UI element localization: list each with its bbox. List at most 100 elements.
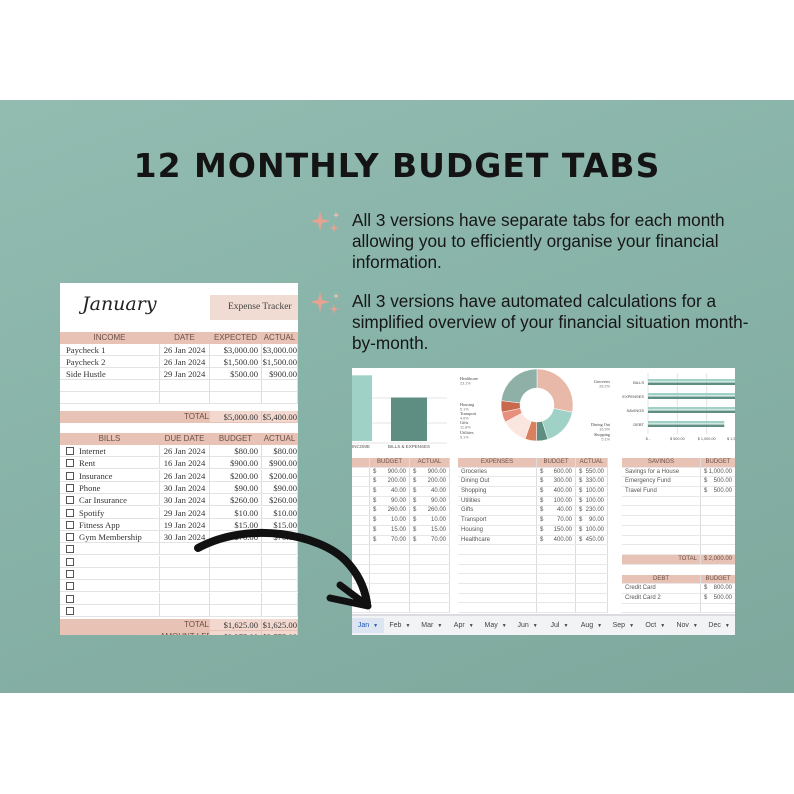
bill-row [60,543,298,556]
cell: BUDGET [537,458,576,467]
cell: $40.00 [410,487,450,496]
bill-row: Car Insurance 30 Jan 2024 $260.00 $260.00 [60,494,298,507]
cell [458,583,537,593]
empty-row [352,554,450,565]
checkbox[interactable] [66,545,74,554]
cell: $200.00 [410,477,450,487]
bill-row: $900.00 $900.00 [352,467,450,478]
donut-pct: 5.1% [460,408,469,412]
cell-1 [160,380,210,392]
cell-text: Dining Out [461,478,490,485]
cell-text: 70.00 [390,536,406,543]
cell-3: $70.00 [262,531,298,544]
cell [537,593,576,603]
cell-3 [262,380,298,392]
checkbox[interactable] [66,557,74,566]
cell-text: 150.00 [553,526,572,533]
checkbox[interactable] [66,533,74,542]
currency: $ [413,497,417,504]
tab-jul[interactable]: Jul ▼ [544,618,576,633]
cell [458,574,537,583]
empty-row [622,506,735,517]
donut-pct: 23.1% [460,382,471,386]
checkbox[interactable] [66,570,74,578]
checkbox[interactable] [66,483,74,492]
donut-label: Utilities [460,430,474,435]
tab-apr[interactable]: Apr ▼ [448,618,480,633]
donut-pct: 11.8% [460,426,471,430]
cell-text: $900.00 [269,458,297,469]
caret-down-icon: ▼ [405,623,411,629]
donut-pct: 4.6% [460,417,469,421]
cell-text: TOTAL [678,555,697,562]
checkbox[interactable] [66,471,74,480]
caret-down-icon: ▼ [468,623,474,629]
cell [410,554,450,564]
caret-down-icon: ▼ [629,623,635,629]
checkbox[interactable] [66,447,74,455]
tab-oct[interactable]: Oct ▼ [639,618,671,633]
cell-text: AMOUNT LEFT [160,632,209,635]
cell-3: $3,000.00 [262,344,298,356]
cell: $70.00 [537,516,576,525]
cell-text: $10.00 [273,507,297,518]
checkbox[interactable] [66,520,74,529]
cell [352,487,370,496]
tab-label: Jun [517,622,529,629]
cell-3 [262,604,298,617]
cell-text: 90.00 [588,517,604,524]
checkbox[interactable] [66,594,74,603]
tab-jan[interactable]: Jan ▼ [352,618,384,633]
tab-mar[interactable]: Mar ▼ [416,618,448,633]
tab-dec[interactable]: Dec ▼ [703,618,735,633]
cell: $100.00 [576,496,608,506]
cell-1: TOTAL [160,619,210,632]
cell-text: 260.00 [427,507,446,514]
empty-row [622,545,735,555]
cell [622,496,701,506]
cell [410,603,450,612]
checkbox[interactable] [66,606,74,615]
checkbox[interactable] [66,496,74,505]
tab-jun[interactable]: Jun ▼ [512,618,544,633]
tab-feb[interactable]: Feb ▼ [384,618,416,633]
checkbox[interactable] [66,459,74,468]
currency: $ [373,507,377,514]
cell [352,574,370,583]
cell-3: $10.00 [262,506,298,519]
bill-row: Fitness App 19 Jan 2024 $15.00 $15.00 [60,518,298,531]
tab-sep[interactable]: Sep ▼ [607,618,639,633]
savings-table: SAVINGS BUDGET Savings for a House $1,000.0… [622,458,735,614]
currency: $ [704,594,708,601]
cell-text: Spotify [79,507,105,518]
caret-down-icon: ▼ [692,623,698,629]
bill-row: Insurance 26 Jan 2024 $200.00 $200.00 [60,469,298,482]
checkbox[interactable] [66,508,74,517]
cell: BUDGET [701,458,735,467]
checkbox[interactable] [66,582,74,591]
cell-1: 19 Jan 2024 [160,518,210,531]
currency: $ [579,468,583,475]
debt-header: DEBT BUDGET [622,574,735,585]
hbar-tick: $ - [646,437,651,441]
cell [352,554,370,564]
cell-1 [160,392,210,404]
caret-down-icon: ▼ [437,623,443,629]
tab-nov[interactable]: Nov ▼ [671,618,703,633]
income-total-row: TOTAL $5,000.00 $5,400.00 [60,411,298,423]
savings-header: SAVINGS BUDGET [622,458,735,468]
cell-text: $70.00 [273,532,297,543]
empty-row [458,603,608,613]
cell-text: $80.00 [273,446,297,456]
cell [458,603,537,612]
cell: EXPENSES [458,458,537,467]
bills-header: BILLS DUE DATE BUDGET ACTUAL [60,433,298,445]
cell-text: $5,000.00 [223,412,258,422]
hbar-budget [648,407,735,410]
tab-may[interactable]: May ▼ [480,618,512,633]
tab-aug[interactable]: Aug ▼ [575,618,607,633]
cell [370,583,410,593]
cell-text: $900.00 [269,369,297,379]
cell-text: Side Hustle [66,369,106,379]
cell: Emergency Fund [622,477,701,487]
